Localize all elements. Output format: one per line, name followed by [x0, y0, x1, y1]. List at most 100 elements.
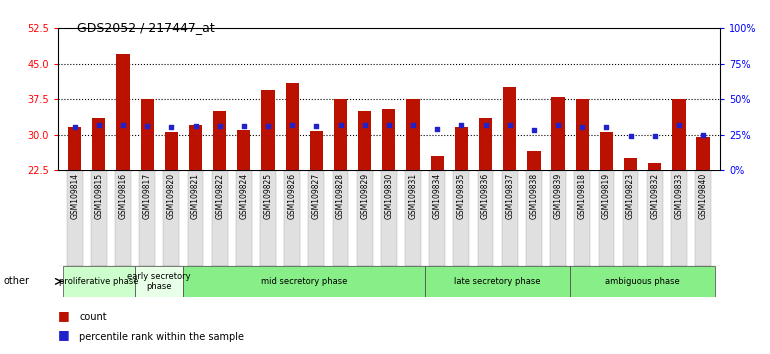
Point — [359, 122, 371, 127]
Text: GSM109815: GSM109815 — [95, 173, 103, 219]
Bar — [213, 111, 226, 170]
Point — [576, 125, 588, 130]
Text: GSM109820: GSM109820 — [167, 173, 176, 219]
Point — [480, 122, 492, 127]
Point — [166, 125, 178, 130]
Bar — [672, 99, 685, 170]
Point — [383, 122, 395, 127]
Text: GSM109827: GSM109827 — [312, 173, 321, 219]
Bar — [189, 125, 203, 170]
Point — [92, 122, 105, 127]
Text: early secretory
phase: early secretory phase — [128, 272, 191, 291]
Text: GSM109829: GSM109829 — [360, 173, 369, 219]
Text: GSM109831: GSM109831 — [409, 173, 417, 219]
Point — [455, 122, 467, 127]
Text: GSM109828: GSM109828 — [336, 173, 345, 219]
Bar — [648, 163, 661, 170]
Text: GSM109834: GSM109834 — [433, 173, 442, 219]
Text: GSM109835: GSM109835 — [457, 173, 466, 219]
Point — [624, 133, 637, 139]
Point — [262, 123, 274, 129]
Text: GSM109837: GSM109837 — [505, 173, 514, 219]
Text: late secretory phase: late secretory phase — [454, 277, 541, 286]
Text: GSM109830: GSM109830 — [384, 173, 393, 219]
Text: ■: ■ — [58, 328, 69, 341]
FancyBboxPatch shape — [502, 170, 517, 266]
FancyBboxPatch shape — [425, 266, 570, 297]
Bar — [165, 132, 178, 170]
Text: GSM109821: GSM109821 — [191, 173, 200, 219]
FancyBboxPatch shape — [430, 170, 445, 266]
FancyBboxPatch shape — [623, 170, 638, 266]
FancyBboxPatch shape — [671, 170, 687, 266]
Point — [407, 122, 419, 127]
Bar — [503, 87, 517, 170]
Text: GSM109824: GSM109824 — [239, 173, 249, 219]
Text: proliferative phase: proliferative phase — [59, 277, 139, 286]
Bar — [527, 151, 541, 170]
Point — [141, 123, 153, 129]
Text: GSM109825: GSM109825 — [263, 173, 273, 219]
Bar — [334, 99, 347, 170]
Point — [527, 127, 540, 133]
Text: GSM109836: GSM109836 — [481, 173, 490, 219]
FancyBboxPatch shape — [212, 170, 227, 266]
FancyBboxPatch shape — [477, 170, 494, 266]
FancyBboxPatch shape — [333, 170, 348, 266]
FancyBboxPatch shape — [647, 170, 662, 266]
Point — [310, 123, 323, 129]
Text: GSM109839: GSM109839 — [554, 173, 563, 219]
FancyBboxPatch shape — [236, 170, 252, 266]
FancyBboxPatch shape — [357, 170, 373, 266]
FancyBboxPatch shape — [139, 170, 155, 266]
Text: GSM109826: GSM109826 — [288, 173, 296, 219]
Text: GSM109818: GSM109818 — [578, 173, 587, 219]
FancyBboxPatch shape — [62, 266, 135, 297]
Bar — [600, 132, 613, 170]
Text: GSM109814: GSM109814 — [70, 173, 79, 219]
Point — [334, 122, 346, 127]
Point — [431, 126, 444, 132]
Text: GSM109816: GSM109816 — [119, 173, 128, 219]
FancyBboxPatch shape — [598, 170, 614, 266]
Bar — [382, 109, 396, 170]
Text: percentile rank within the sample: percentile rank within the sample — [79, 332, 244, 342]
FancyBboxPatch shape — [91, 170, 107, 266]
Point — [238, 123, 250, 129]
Text: GSM109840: GSM109840 — [698, 173, 708, 219]
Text: other: other — [4, 276, 30, 286]
Text: GDS2052 / 217447_at: GDS2052 / 217447_at — [77, 21, 215, 34]
Point — [673, 122, 685, 127]
Bar — [92, 118, 105, 170]
Text: GSM109817: GSM109817 — [142, 173, 152, 219]
Bar — [575, 99, 589, 170]
FancyBboxPatch shape — [309, 170, 324, 266]
Text: GSM109832: GSM109832 — [650, 173, 659, 219]
Bar — [116, 54, 129, 170]
FancyBboxPatch shape — [116, 170, 131, 266]
Point — [697, 132, 709, 137]
Bar — [407, 99, 420, 170]
FancyBboxPatch shape — [183, 266, 425, 297]
FancyBboxPatch shape — [574, 170, 590, 266]
Bar — [237, 130, 250, 170]
FancyBboxPatch shape — [695, 170, 711, 266]
FancyBboxPatch shape — [188, 170, 203, 266]
FancyBboxPatch shape — [405, 170, 421, 266]
FancyBboxPatch shape — [551, 170, 566, 266]
Text: GSM109838: GSM109838 — [529, 173, 538, 219]
Text: mid secretory phase: mid secretory phase — [261, 277, 347, 286]
Point — [552, 122, 564, 127]
Point — [189, 123, 202, 129]
FancyBboxPatch shape — [260, 170, 276, 266]
Bar — [310, 131, 323, 170]
Point — [213, 123, 226, 129]
Bar — [141, 99, 154, 170]
Bar — [68, 127, 82, 170]
FancyBboxPatch shape — [526, 170, 542, 266]
Text: GSM109823: GSM109823 — [626, 173, 635, 219]
Bar — [358, 111, 371, 170]
Bar — [455, 127, 468, 170]
Bar — [286, 82, 299, 170]
Bar — [430, 156, 444, 170]
